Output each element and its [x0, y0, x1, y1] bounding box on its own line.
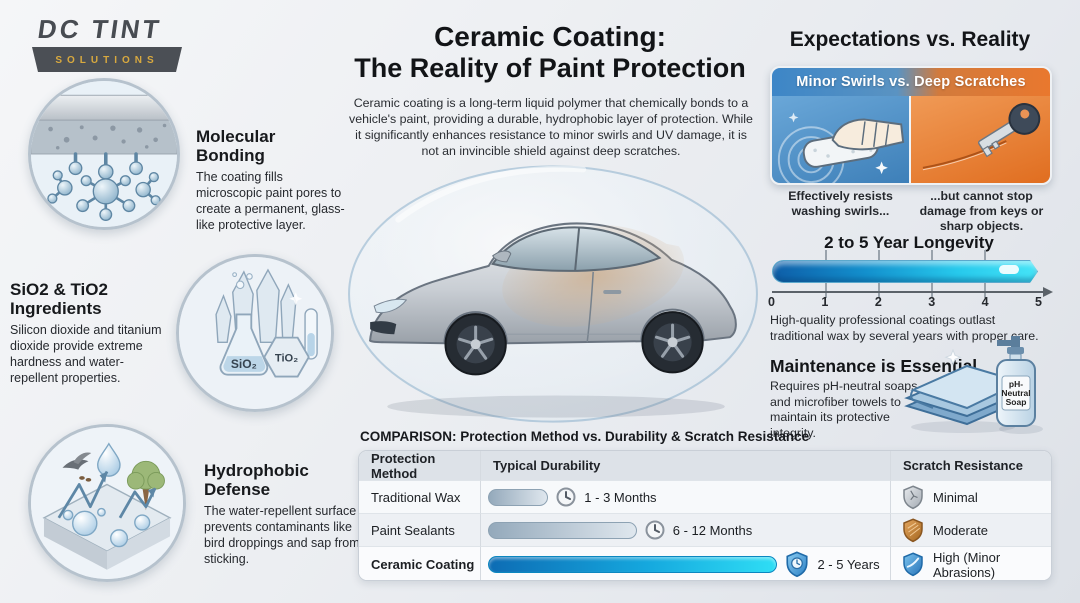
col-header-resistance: Scratch Resistance — [891, 451, 1051, 481]
sio2-label: SiO₂ — [231, 357, 257, 371]
comparison-table: Protection Method Typical Durability Scr… — [358, 450, 1052, 581]
shield-minimal-icon — [901, 484, 925, 511]
svg-text:Soap: Soap — [1006, 397, 1027, 407]
intro-paragraph: Ceramic coating is a long-term liquid po… — [349, 96, 753, 159]
section-body: The coating fills microscopic paint pore… — [196, 170, 345, 232]
table-row-method: Ceramic Coating — [359, 547, 481, 580]
section-hydrophobic: Hydrophobic Defense The water-repellent … — [204, 461, 362, 568]
swirls-caption: Effectively resists washing swirls... — [788, 189, 893, 218]
dc-tint-logo: DC TINT SOLUTIONS — [32, 14, 198, 72]
sparkle-icon — [944, 348, 962, 366]
section-title: SiO2 & TiO2 Ingredients — [10, 280, 108, 318]
clock-icon — [644, 519, 666, 541]
section-body: Silicon dioxide and titanium dioxide pro… — [10, 323, 162, 385]
hydrophobic-defense-icon — [28, 424, 186, 582]
durability-bar — [488, 521, 637, 539]
logo-banner: SOLUTIONS — [32, 47, 182, 72]
maintenance-title: Maintenance is Essential — [770, 356, 978, 376]
car-illustration — [340, 156, 766, 432]
clock-icon — [555, 486, 577, 508]
section-molecular-bonding: Molecular Bonding The coating fills micr… — [196, 127, 348, 234]
scratches-caption: ...but cannot stop damage from keys or s… — [919, 189, 1044, 233]
maintenance-illustration: pH- Neutral Soap — [893, 330, 1055, 436]
durability-bar — [488, 556, 778, 573]
gloss-highlight — [999, 265, 1019, 274]
panel-captions: Effectively resists washing swirls... ..… — [770, 189, 1052, 233]
svg-text:Neutral: Neutral — [1001, 388, 1030, 398]
maintenance-body: Requires pH-neutral soaps and microfiber… — [770, 379, 918, 440]
molecular-bonding-icon — [28, 78, 180, 230]
durability-bar — [488, 488, 549, 506]
table-row-durability: 2 - 5 Years — [481, 547, 891, 580]
section-body: The water-repellent surface prevents con… — [204, 504, 360, 566]
title-line-2: The Reality of Paint Protection — [354, 52, 746, 83]
soap-bottle-icon: pH- Neutral Soap — [996, 336, 1036, 427]
logo-wordmark: DC TINT — [35, 14, 164, 44]
key-scratch-icon — [911, 96, 1050, 183]
longevity-axis — [772, 287, 1053, 297]
longevity-title: 2 to 5 Year Longevity — [824, 233, 994, 252]
comparison-title: COMPARISON: Protection Method vs. Durabi… — [360, 429, 810, 444]
longevity-bar — [772, 260, 1038, 283]
col-header-durability: Typical Durability — [481, 451, 891, 481]
axis-labels: 0 1 2 3 4 5 — [768, 295, 1042, 309]
logo-sub-label: SOLUTIONS — [55, 55, 159, 66]
table-row-resistance: Minimal — [891, 481, 1051, 514]
col-header-method: Protection Method — [359, 451, 481, 481]
panel-header: Minor Swirls vs. Deep Scratches — [772, 68, 1050, 96]
sponge-wash-icon — [772, 96, 911, 183]
section-sio2-tio2: SiO2 & TiO2 Ingredients Silicon dioxide … — [10, 280, 170, 387]
section-title: Hydrophobic Defense — [204, 461, 309, 499]
sio2-tio2-icon: SiO₂ TiO₂ — [176, 254, 334, 412]
shield-moderate-icon — [901, 517, 925, 544]
table-row-durability: 1 - 3 Months — [481, 481, 891, 514]
expectations-title: Expectations vs. Reality — [789, 28, 1031, 51]
longevity-caption: High-quality professional coatings outla… — [770, 313, 1039, 343]
table-row-resistance: High (Minor Abrasions) — [891, 547, 1051, 580]
swirls-vs-scratches-panel: Minor Swirls vs. Deep Scratches — [770, 66, 1052, 185]
longevity-gauge: 0 1 2 3 4 5 — [768, 250, 1053, 310]
tio2-label: TiO₂ — [275, 353, 298, 365]
svg-text:pH-: pH- — [1009, 379, 1023, 389]
page-title: Ceramic Coating: The Reality of Paint Pr… — [330, 21, 770, 84]
table-row-durability: 6 - 12 Months — [481, 514, 891, 547]
section-title: Molecular Bonding — [196, 127, 276, 165]
shield-high-icon — [901, 551, 925, 578]
table-row-resistance: Moderate — [891, 514, 1051, 547]
title-line-1: Ceramic Coating: — [434, 21, 666, 52]
shield-clock-icon — [784, 550, 810, 579]
table-row-method: Paint Sealants — [359, 514, 481, 547]
table-row-method: Traditional Wax — [359, 481, 481, 514]
